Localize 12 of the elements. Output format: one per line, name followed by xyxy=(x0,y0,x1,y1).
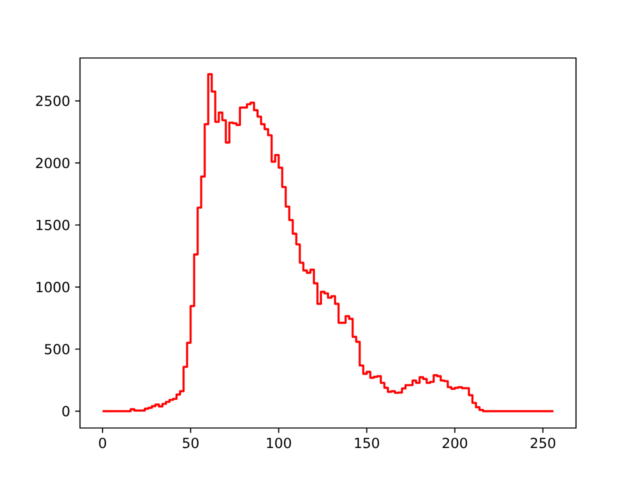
y-tick-label: 2000 xyxy=(36,158,70,168)
x-tick-label: 150 xyxy=(355,438,380,448)
y-tick-label: 1500 xyxy=(36,220,70,230)
x-tick-label: 200 xyxy=(442,438,468,448)
x-tick-label: 250 xyxy=(530,438,556,448)
x-tick-label: 50 xyxy=(182,438,199,448)
x-tick-label: 0 xyxy=(99,438,106,448)
y-tick-label: 1000 xyxy=(36,282,70,292)
y-tick-label: 2500 xyxy=(36,96,70,106)
x-tick-label: 100 xyxy=(267,438,291,448)
y-tick-label: 500 xyxy=(44,344,70,354)
y-tick-label: 0 xyxy=(62,406,70,416)
